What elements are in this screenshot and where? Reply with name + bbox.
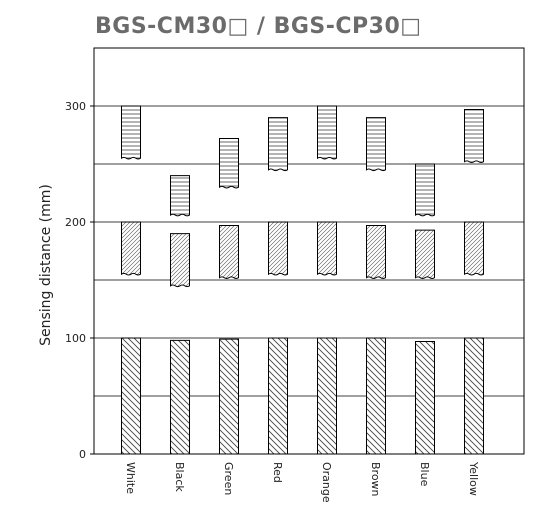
bar-blue-range-2 <box>415 229 435 279</box>
bar-white-range-1 <box>121 337 141 455</box>
bar-red-range-3 <box>268 117 288 172</box>
x-tick-label: Blue <box>418 462 431 487</box>
x-tick-label: Yellow <box>467 461 480 496</box>
y-tick-label: 100 <box>65 332 86 345</box>
bar-black-range-1 <box>170 339 190 455</box>
bar-white-range-3 <box>121 105 141 160</box>
y-axis-label: Sensing distance (mm) <box>38 184 54 346</box>
x-tick-label: Black <box>173 462 186 492</box>
bar-yellow-range-2 <box>464 221 484 276</box>
bar-yellow-range-1 <box>464 337 484 455</box>
bar-orange-range-3 <box>317 105 337 160</box>
bar-blue-range-3 <box>415 163 435 217</box>
bar-green-range-1 <box>219 338 239 455</box>
x-tick-label: Green <box>222 462 235 495</box>
bar-brown-range-2 <box>366 224 386 279</box>
chart-title: BGS-CM30□ / BGS-CP30□ <box>95 14 422 39</box>
bar-brown-range-1 <box>366 337 386 455</box>
bar-black-range-3 <box>170 175 190 217</box>
bar-orange-range-1 <box>317 337 337 455</box>
plot-frame <box>93 47 525 455</box>
bar-green-range-2 <box>219 224 239 279</box>
bar-blue-range-1 <box>415 340 435 455</box>
y-tick-label: 300 <box>65 100 86 113</box>
y-tick-label: 0 <box>79 448 86 461</box>
bar-black-range-2 <box>170 233 190 288</box>
x-tick-label: Orange <box>320 462 333 503</box>
y-tick-label: 200 <box>65 216 86 229</box>
x-tick-label: White <box>124 462 137 494</box>
bar-red-range-2 <box>268 221 288 276</box>
bar-red-range-1 <box>268 337 288 455</box>
x-tick-label: Red <box>271 462 284 483</box>
bar-brown-range-3 <box>366 117 386 172</box>
bar-yellow-range-3 <box>464 108 484 163</box>
x-tick-label: Brown <box>369 462 382 497</box>
bar-green-range-3 <box>219 137 239 189</box>
bar-orange-range-2 <box>317 221 337 276</box>
bar-white-range-2 <box>121 221 141 276</box>
